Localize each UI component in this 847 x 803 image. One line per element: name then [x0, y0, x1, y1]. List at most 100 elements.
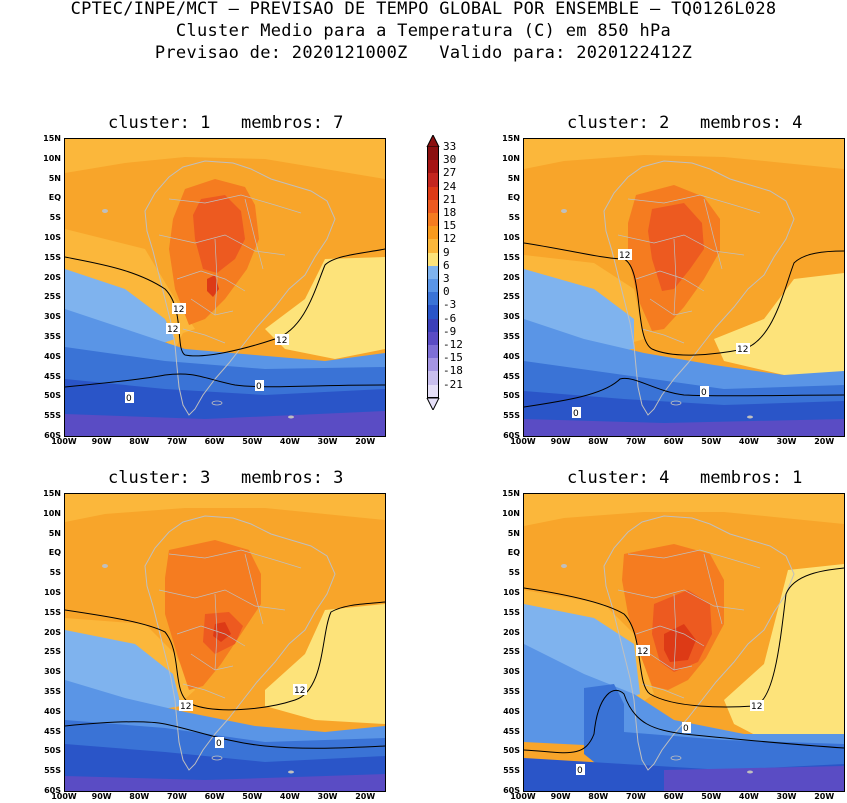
lon-label: 60W	[663, 437, 684, 446]
lat-label: 20S	[44, 272, 61, 282]
lat-label: EQ	[507, 193, 520, 203]
contour-label: 12	[636, 645, 650, 657]
lon-label: 20W	[355, 792, 376, 801]
temperature-field-map: 12 12 12 0 0	[65, 139, 385, 436]
lon-label: 70W	[625, 437, 646, 446]
lat-label: 20S	[503, 272, 520, 282]
temperature-field-map: 12 12 0 0	[524, 494, 844, 791]
svg-text:12: 12	[751, 702, 762, 712]
colorbar-swatch	[427, 305, 439, 319]
lat-label: 55S	[503, 766, 520, 776]
lat-label: 50S	[44, 746, 61, 756]
lat-label: 15N	[43, 134, 61, 143]
lat-label: 15N	[502, 134, 520, 143]
lat-label: 15S	[44, 607, 61, 617]
lat-label: 30S	[44, 312, 61, 322]
lat-label: 30S	[503, 667, 520, 677]
lat-label: 55S	[44, 411, 61, 421]
colorbar-label: 12	[443, 232, 457, 246]
lat-label: 10S	[503, 588, 520, 597]
lat-label: 45S	[503, 726, 520, 736]
lon-label: 40W	[738, 437, 759, 446]
svg-text:0: 0	[256, 382, 262, 392]
lat-label: 15N	[43, 489, 61, 498]
temperature-field-map: 12 12 0	[65, 494, 385, 791]
contour-label: 0	[255, 380, 264, 392]
lat-label: 30S	[503, 312, 520, 322]
svg-text:12: 12	[619, 251, 630, 261]
lat-label: EQ	[48, 193, 61, 203]
lat-label: 60S	[44, 786, 61, 795]
lat-label: 55S	[44, 766, 61, 776]
colorbar-label: 15	[443, 219, 457, 233]
colorbar-legend: 33 30 27 24 21 18 15 12 9 6 3 0 -3 -6 -9 -12 -15 -18 -21	[426, 135, 487, 440]
lat-label: 55S	[503, 411, 520, 421]
svg-text:12: 12	[294, 686, 305, 696]
contour-label: 12	[172, 303, 186, 315]
svg-text:12: 12	[173, 305, 184, 315]
colorbar-swatch	[427, 345, 439, 359]
colorbar-swatch	[427, 384, 439, 398]
lat-label: 35S	[503, 687, 520, 696]
map-panel-4: 12 12 0 0	[523, 493, 845, 792]
svg-text:0: 0	[683, 724, 689, 734]
colorbar-label: -15	[443, 351, 463, 365]
lat-label: 10S	[44, 588, 61, 597]
lon-label: 50W	[701, 792, 722, 801]
lon-label: 100W	[510, 437, 536, 446]
colorbar-swatch	[427, 213, 439, 227]
lat-label: 40S	[503, 351, 520, 361]
colorbar-swatch	[427, 252, 439, 266]
lon-label: 80W	[588, 437, 609, 446]
colorbar-swatch	[427, 173, 439, 187]
colorbar-label: -6	[443, 311, 457, 325]
contour-label: 12	[736, 343, 750, 355]
lat-label: 35S	[44, 687, 61, 696]
lat-label: 25S	[503, 647, 520, 657]
colorbar-swatch	[427, 331, 439, 345]
panel-title-4: cluster: 4 membros: 1	[567, 468, 803, 488]
contour-label: 0	[682, 722, 691, 734]
svg-text:12: 12	[737, 345, 748, 355]
colorbar-label: 27	[443, 166, 457, 180]
svg-text:12: 12	[167, 325, 178, 335]
colorbar-label: 6	[443, 258, 450, 272]
lon-label: 90W	[91, 437, 112, 446]
panel-title-3: cluster: 3 membros: 3	[108, 468, 344, 488]
contour-label: 12	[293, 684, 307, 696]
lat-label: 10N	[43, 508, 61, 518]
colorbar-swatch	[427, 358, 439, 372]
panel-title-2: cluster: 2 membros: 4	[567, 113, 803, 133]
colorbar-swatch	[427, 292, 439, 306]
colorbar-label: 21	[443, 192, 457, 206]
lat-label: 5S	[49, 213, 61, 223]
svg-text:12: 12	[276, 336, 287, 346]
lon-label: 30W	[317, 437, 338, 446]
lon-label: 40W	[279, 437, 300, 446]
subtitle: Cluster Medio para a Temperatura (C) em …	[175, 21, 672, 41]
lon-label: 30W	[317, 792, 338, 801]
lat-label: 40S	[44, 706, 61, 716]
lon-label: 30W	[776, 437, 797, 446]
lat-label: 10N	[43, 153, 61, 163]
lat-label: 25S	[44, 647, 61, 657]
colorbar-label: 3	[443, 272, 450, 285]
lon-label: 60W	[204, 437, 225, 446]
lat-label: 5N	[48, 528, 61, 538]
contour-label: 0	[576, 764, 585, 776]
lon-label: 100W	[51, 437, 77, 446]
svg-text:12: 12	[180, 702, 191, 712]
lat-label: 10S	[44, 233, 61, 242]
contour-label: 12	[166, 323, 180, 335]
colorbar-label: -18	[443, 364, 463, 378]
colorbar-bottom-arrow	[426, 397, 440, 410]
colorbar-label: -3	[443, 298, 457, 312]
lat-label: 50S	[503, 391, 520, 401]
lon-label: 100W	[51, 792, 77, 801]
lon-label: 20W	[814, 792, 835, 801]
lat-label: 20S	[44, 627, 61, 637]
colorbar-swatch	[427, 279, 439, 293]
svg-text:0: 0	[216, 739, 222, 749]
colorbar-swatch	[427, 318, 439, 332]
lat-label: 5S	[49, 568, 61, 578]
